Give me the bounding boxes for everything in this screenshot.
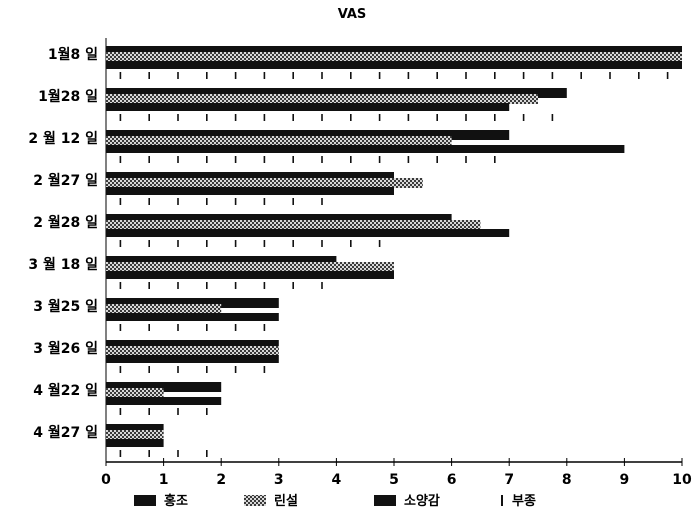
bar-소양감 bbox=[106, 271, 394, 279]
bar-소양감 bbox=[106, 145, 625, 153]
x-tick-label: 5 bbox=[389, 472, 399, 488]
bar-린설 bbox=[106, 262, 394, 272]
legend-label-부종: 부종 bbox=[512, 494, 536, 509]
bar-린설 bbox=[106, 94, 538, 104]
legend-swatch-소양감 bbox=[374, 495, 396, 506]
bar-린설 bbox=[106, 388, 164, 398]
bar-린설 bbox=[106, 304, 222, 314]
bar-소양감 bbox=[106, 355, 279, 363]
bar-부종 bbox=[119, 366, 266, 373]
bar-홍조 bbox=[106, 298, 279, 308]
bar-소양감 bbox=[106, 187, 394, 195]
bar-린설 bbox=[106, 52, 682, 62]
bar-홍조 bbox=[106, 46, 682, 56]
legend-label-소양감: 소양감 bbox=[404, 494, 440, 509]
bar-홍조 bbox=[106, 424, 164, 434]
x-tick-label: 0 bbox=[101, 472, 111, 488]
bar-홍조 bbox=[106, 130, 510, 140]
x-tick-label: 9 bbox=[620, 472, 630, 488]
bar-소양감 bbox=[106, 439, 164, 447]
x-tick-label: 7 bbox=[504, 472, 514, 488]
bar-린설 bbox=[106, 346, 279, 356]
category-label: 3 월26 일 bbox=[33, 340, 98, 357]
bar-홍조 bbox=[106, 382, 222, 392]
bar-린설 bbox=[106, 178, 423, 188]
bar-소양감 bbox=[106, 61, 682, 69]
category-label: 2 월28 일 bbox=[33, 214, 98, 231]
bar-홍조 bbox=[106, 340, 279, 350]
bar-린설 bbox=[106, 136, 452, 146]
x-tick-label: 2 bbox=[216, 472, 226, 488]
bar-부종 bbox=[119, 72, 669, 79]
legend-swatch-린설 bbox=[244, 495, 266, 506]
bar-소양감 bbox=[106, 103, 510, 111]
bar-홍조 bbox=[106, 172, 394, 182]
bar-부종 bbox=[119, 198, 323, 205]
bar-홍조 bbox=[106, 256, 337, 266]
category-label: 2 월 12 일 bbox=[28, 130, 98, 147]
category-label: 3 월25 일 bbox=[33, 298, 98, 315]
legend-label-린설: 린설 bbox=[274, 493, 298, 509]
bar-린설 bbox=[106, 220, 481, 230]
bar-부종 bbox=[119, 282, 323, 289]
bar-부종 bbox=[119, 240, 381, 247]
category-label: 4 월27 일 bbox=[33, 424, 98, 441]
bar-부종 bbox=[119, 114, 554, 121]
bar-소양감 bbox=[106, 229, 510, 237]
bar-부종 bbox=[119, 156, 496, 163]
x-tick-label: 8 bbox=[562, 472, 572, 488]
bar-부종 bbox=[119, 324, 266, 331]
category-label: 3 월 18 일 bbox=[28, 256, 98, 273]
category-label: 1월28 일 bbox=[38, 88, 98, 105]
x-tick-label: 4 bbox=[332, 472, 342, 488]
category-label: 4 월22 일 bbox=[33, 382, 98, 399]
bar-부종 bbox=[119, 450, 208, 457]
bar-부종 bbox=[119, 408, 208, 415]
x-tick-label: 3 bbox=[274, 472, 284, 488]
bar-홍조 bbox=[106, 214, 452, 224]
chart-title: VAS bbox=[338, 7, 367, 22]
bar-린설 bbox=[106, 430, 164, 440]
x-tick-label: 10 bbox=[672, 472, 692, 488]
x-tick-label: 1 bbox=[159, 472, 169, 488]
bar-홍조 bbox=[106, 88, 567, 98]
legend-swatch-홍조 bbox=[134, 495, 156, 506]
legend-label-홍조: 홍조 bbox=[164, 493, 188, 509]
bar-소양감 bbox=[106, 313, 279, 321]
category-label: 1월8 일 bbox=[48, 46, 98, 63]
bar-소양감 bbox=[106, 397, 222, 405]
x-tick-label: 6 bbox=[447, 472, 457, 488]
category-label: 2 월27 일 bbox=[33, 172, 98, 189]
